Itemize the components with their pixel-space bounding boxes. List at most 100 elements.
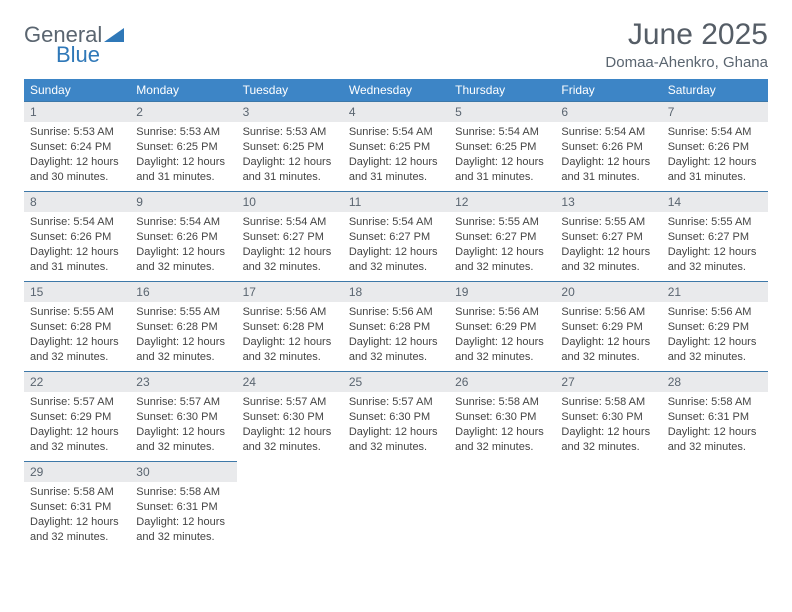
daylight-line: Daylight: 12 hours and 32 minutes. <box>561 245 655 275</box>
calendar-cell: 10Sunrise: 5:54 AMSunset: 6:27 PMDayligh… <box>237 191 343 281</box>
weekday-header: Saturday <box>662 79 768 101</box>
sunrise-line: Sunrise: 5:57 AM <box>243 395 337 410</box>
day-number: 7 <box>662 101 768 122</box>
sunset-line: Sunset: 6:29 PM <box>30 410 124 425</box>
day-body: Sunrise: 5:55 AMSunset: 6:27 PMDaylight:… <box>662 212 768 280</box>
calendar-cell: 27Sunrise: 5:58 AMSunset: 6:30 PMDayligh… <box>555 371 661 461</box>
calendar-cell: 21Sunrise: 5:56 AMSunset: 6:29 PMDayligh… <box>662 281 768 371</box>
day-body: Sunrise: 5:56 AMSunset: 6:29 PMDaylight:… <box>555 302 661 370</box>
daylight-line: Daylight: 12 hours and 32 minutes. <box>136 335 230 365</box>
sunset-line: Sunset: 6:27 PM <box>243 230 337 245</box>
sunset-line: Sunset: 6:30 PM <box>349 410 443 425</box>
sunrise-line: Sunrise: 5:54 AM <box>561 125 655 140</box>
calendar-cell: 20Sunrise: 5:56 AMSunset: 6:29 PMDayligh… <box>555 281 661 371</box>
daylight-line: Daylight: 12 hours and 32 minutes. <box>136 425 230 455</box>
day-number: 14 <box>662 191 768 212</box>
day-number: 30 <box>130 461 236 482</box>
sunrise-line: Sunrise: 5:57 AM <box>349 395 443 410</box>
daylight-line: Daylight: 12 hours and 32 minutes. <box>30 335 124 365</box>
sunset-line: Sunset: 6:25 PM <box>455 140 549 155</box>
daylight-line: Daylight: 12 hours and 31 minutes. <box>561 155 655 185</box>
sunset-line: Sunset: 6:25 PM <box>349 140 443 155</box>
daylight-line: Daylight: 12 hours and 30 minutes. <box>30 155 124 185</box>
daylight-line: Daylight: 12 hours and 32 minutes. <box>30 425 124 455</box>
day-number: 12 <box>449 191 555 212</box>
daylight-line: Daylight: 12 hours and 32 minutes. <box>349 245 443 275</box>
daylight-line: Daylight: 12 hours and 32 minutes. <box>668 425 762 455</box>
day-body: Sunrise: 5:54 AMSunset: 6:26 PMDaylight:… <box>662 122 768 190</box>
sunset-line: Sunset: 6:25 PM <box>136 140 230 155</box>
daylight-line: Daylight: 12 hours and 32 minutes. <box>668 335 762 365</box>
sunrise-line: Sunrise: 5:57 AM <box>30 395 124 410</box>
day-body: Sunrise: 5:54 AMSunset: 6:25 PMDaylight:… <box>343 122 449 190</box>
sunrise-line: Sunrise: 5:56 AM <box>455 305 549 320</box>
daylight-line: Daylight: 12 hours and 32 minutes. <box>561 335 655 365</box>
daylight-line: Daylight: 12 hours and 31 minutes. <box>668 155 762 185</box>
weekday-header: Sunday <box>24 79 130 101</box>
calendar-cell: 29Sunrise: 5:58 AMSunset: 6:31 PMDayligh… <box>24 461 130 551</box>
day-body: Sunrise: 5:57 AMSunset: 6:29 PMDaylight:… <box>24 392 130 460</box>
sunrise-line: Sunrise: 5:56 AM <box>668 305 762 320</box>
day-body: Sunrise: 5:56 AMSunset: 6:28 PMDaylight:… <box>343 302 449 370</box>
daylight-line: Daylight: 12 hours and 32 minutes. <box>668 245 762 275</box>
calendar-head: Sunday Monday Tuesday Wednesday Thursday… <box>24 79 768 101</box>
day-body: Sunrise: 5:58 AMSunset: 6:31 PMDaylight:… <box>24 482 130 550</box>
day-number: 16 <box>130 281 236 302</box>
day-number: 3 <box>237 101 343 122</box>
calendar-cell: 12Sunrise: 5:55 AMSunset: 6:27 PMDayligh… <box>449 191 555 281</box>
calendar-row: 8Sunrise: 5:54 AMSunset: 6:26 PMDaylight… <box>24 191 768 281</box>
calendar-cell: 4Sunrise: 5:54 AMSunset: 6:25 PMDaylight… <box>343 101 449 191</box>
day-number: 15 <box>24 281 130 302</box>
calendar-cell: 30Sunrise: 5:58 AMSunset: 6:31 PMDayligh… <box>130 461 236 551</box>
calendar-cell: 6Sunrise: 5:54 AMSunset: 6:26 PMDaylight… <box>555 101 661 191</box>
calendar-cell: 8Sunrise: 5:54 AMSunset: 6:26 PMDaylight… <box>24 191 130 281</box>
calendar-row: 1Sunrise: 5:53 AMSunset: 6:24 PMDaylight… <box>24 101 768 191</box>
sunset-line: Sunset: 6:27 PM <box>455 230 549 245</box>
daylight-line: Daylight: 12 hours and 32 minutes. <box>349 335 443 365</box>
sunset-line: Sunset: 6:29 PM <box>455 320 549 335</box>
day-body: Sunrise: 5:54 AMSunset: 6:27 PMDaylight:… <box>343 212 449 280</box>
daylight-line: Daylight: 12 hours and 32 minutes. <box>455 245 549 275</box>
sunrise-line: Sunrise: 5:57 AM <box>136 395 230 410</box>
day-number: 5 <box>449 101 555 122</box>
daylight-line: Daylight: 12 hours and 32 minutes. <box>136 515 230 545</box>
calendar-cell: 28Sunrise: 5:58 AMSunset: 6:31 PMDayligh… <box>662 371 768 461</box>
day-body: Sunrise: 5:54 AMSunset: 6:26 PMDaylight:… <box>130 212 236 280</box>
sunrise-line: Sunrise: 5:58 AM <box>455 395 549 410</box>
calendar-cell: 13Sunrise: 5:55 AMSunset: 6:27 PMDayligh… <box>555 191 661 281</box>
daylight-line: Daylight: 12 hours and 31 minutes. <box>349 155 443 185</box>
sunset-line: Sunset: 6:26 PM <box>136 230 230 245</box>
calendar-cell: 19Sunrise: 5:56 AMSunset: 6:29 PMDayligh… <box>449 281 555 371</box>
day-body: Sunrise: 5:58 AMSunset: 6:30 PMDaylight:… <box>449 392 555 460</box>
day-number: 25 <box>343 371 449 392</box>
sunrise-line: Sunrise: 5:54 AM <box>349 215 443 230</box>
day-number: 19 <box>449 281 555 302</box>
day-body: Sunrise: 5:57 AMSunset: 6:30 PMDaylight:… <box>237 392 343 460</box>
day-number: 11 <box>343 191 449 212</box>
daylight-line: Daylight: 12 hours and 32 minutes. <box>136 245 230 275</box>
calendar-cell: 15Sunrise: 5:55 AMSunset: 6:28 PMDayligh… <box>24 281 130 371</box>
weekday-header: Wednesday <box>343 79 449 101</box>
day-body: Sunrise: 5:56 AMSunset: 6:29 PMDaylight:… <box>449 302 555 370</box>
sunset-line: Sunset: 6:31 PM <box>668 410 762 425</box>
daylight-line: Daylight: 12 hours and 32 minutes. <box>243 425 337 455</box>
sunrise-line: Sunrise: 5:53 AM <box>243 125 337 140</box>
daylight-line: Daylight: 12 hours and 31 minutes. <box>30 245 124 275</box>
day-number: 17 <box>237 281 343 302</box>
weekday-header: Tuesday <box>237 79 343 101</box>
calendar-row: 29Sunrise: 5:58 AMSunset: 6:31 PMDayligh… <box>24 461 768 551</box>
sunrise-line: Sunrise: 5:56 AM <box>349 305 443 320</box>
sunrise-line: Sunrise: 5:55 AM <box>136 305 230 320</box>
sunset-line: Sunset: 6:28 PM <box>243 320 337 335</box>
sunrise-line: Sunrise: 5:53 AM <box>136 125 230 140</box>
calendar-cell: 2Sunrise: 5:53 AMSunset: 6:25 PMDaylight… <box>130 101 236 191</box>
day-body: Sunrise: 5:58 AMSunset: 6:31 PMDaylight:… <box>662 392 768 460</box>
calendar-cell: 17Sunrise: 5:56 AMSunset: 6:28 PMDayligh… <box>237 281 343 371</box>
logo-triangle-icon <box>104 22 124 48</box>
sunrise-line: Sunrise: 5:53 AM <box>30 125 124 140</box>
sunset-line: Sunset: 6:27 PM <box>349 230 443 245</box>
calendar-cell: 22Sunrise: 5:57 AMSunset: 6:29 PMDayligh… <box>24 371 130 461</box>
sunrise-line: Sunrise: 5:58 AM <box>668 395 762 410</box>
daylight-line: Daylight: 12 hours and 32 minutes. <box>561 425 655 455</box>
sunrise-line: Sunrise: 5:55 AM <box>30 305 124 320</box>
